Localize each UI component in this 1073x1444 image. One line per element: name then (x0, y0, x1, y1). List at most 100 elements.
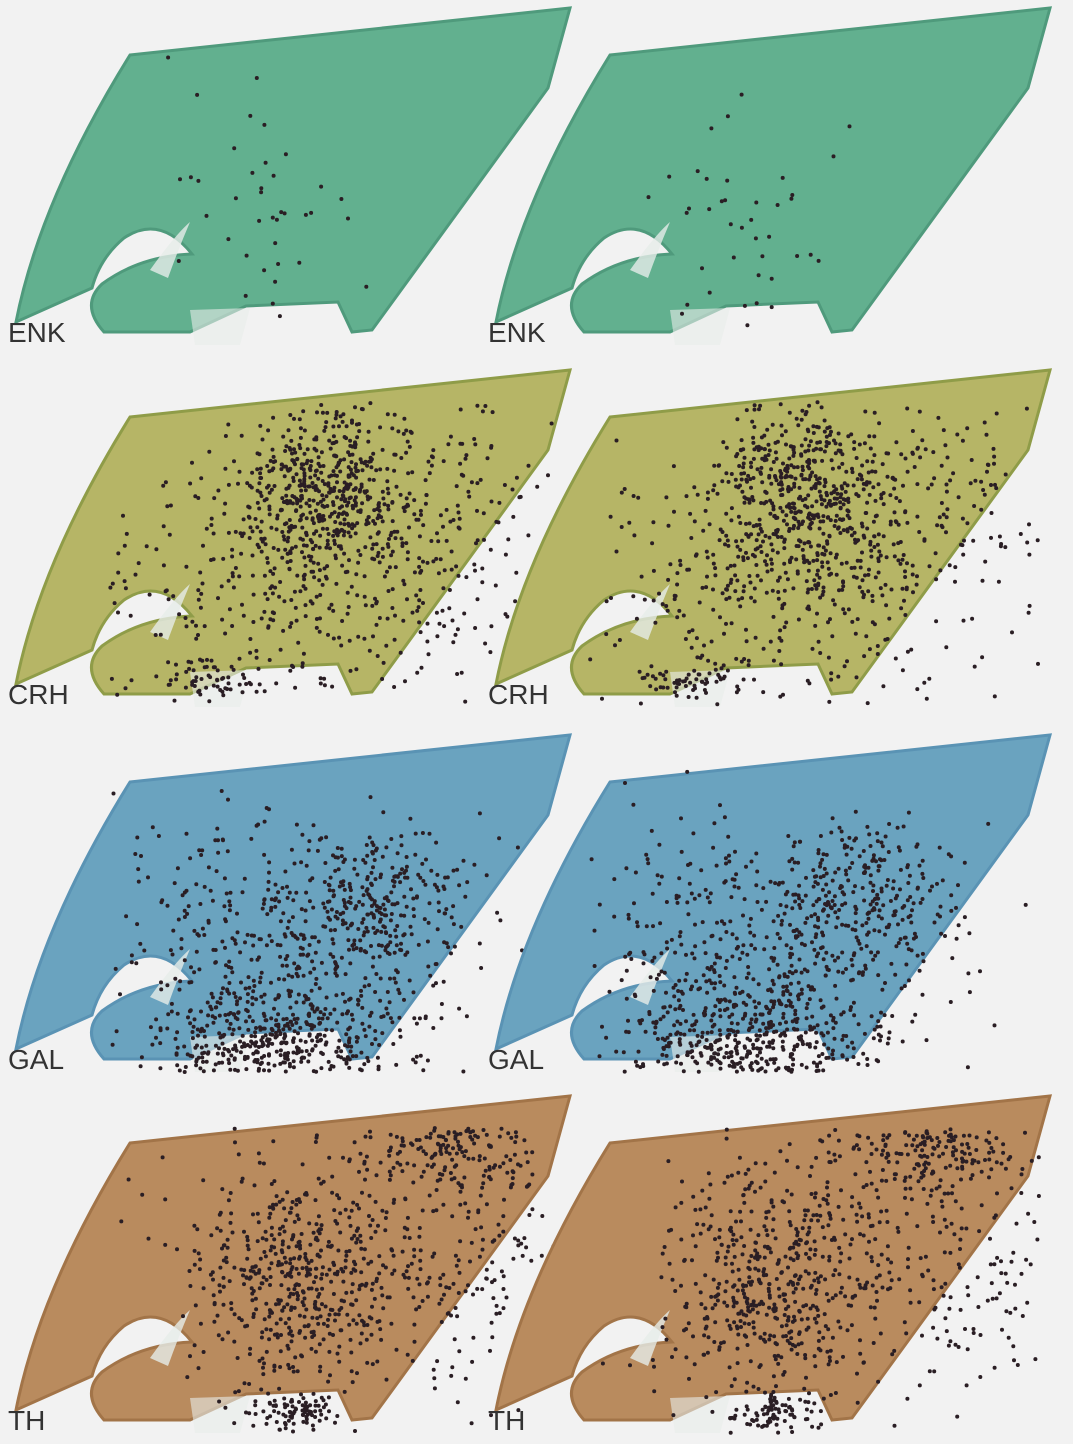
cell-dot (473, 569, 477, 573)
cell-dot (217, 1046, 221, 1050)
cell-dot (696, 1034, 700, 1038)
cell-dot (831, 816, 835, 820)
cell-dot (296, 1017, 300, 1021)
cell-dot (850, 963, 854, 967)
cell-dot (915, 515, 919, 519)
cell-dot (322, 1013, 326, 1017)
cell-dot (877, 929, 881, 933)
cell-dot (973, 665, 977, 669)
cell-dot (825, 853, 829, 857)
panel: ENK (8, 8, 570, 348)
cell-dot (717, 464, 721, 468)
cell-dot (661, 1037, 665, 1041)
cell-dot (352, 947, 356, 951)
cell-dot (846, 514, 850, 518)
cell-dot (646, 861, 650, 865)
cell-dot (257, 481, 261, 485)
cell-dot (310, 989, 314, 993)
cell-dot (464, 575, 468, 579)
cell-dot (754, 201, 758, 205)
cell-dot (945, 507, 949, 511)
cell-dot (837, 466, 841, 470)
cell-dot (316, 849, 320, 853)
cell-dot (217, 1400, 221, 1404)
cell-dot (295, 1213, 299, 1217)
cell-dot (980, 655, 984, 659)
cell-dot (226, 1331, 230, 1335)
cell-dot (487, 1165, 491, 1169)
cell-dot (272, 1365, 276, 1369)
cell-dot (314, 469, 318, 473)
cell-dot (309, 459, 313, 463)
cell-dot (862, 534, 866, 538)
cell-dot (252, 979, 256, 983)
cell-dot (724, 930, 728, 934)
cell-dot (776, 551, 780, 555)
cell-dot (176, 866, 180, 870)
cell-dot (259, 1038, 263, 1042)
cell-dot (369, 456, 373, 460)
cell-dot (339, 544, 343, 548)
cell-dot (790, 193, 794, 197)
cell-dot (300, 1049, 304, 1053)
cell-dot (351, 1303, 355, 1307)
cell-dot (227, 531, 231, 535)
cell-dot (272, 546, 276, 550)
cell-dot (816, 569, 820, 573)
cell-dot (774, 450, 778, 454)
cell-dot (298, 417, 302, 421)
cell-dot (319, 682, 323, 686)
cell-dot (399, 942, 403, 946)
cell-dot (730, 472, 734, 476)
cell-dot (201, 582, 205, 586)
cell-dot (747, 972, 751, 976)
cell-dot (656, 873, 660, 877)
cell-dot (340, 564, 344, 568)
cell-dot (664, 670, 668, 674)
cell-dot (386, 491, 390, 495)
cell-dot (863, 870, 867, 874)
cell-dot (792, 844, 796, 848)
cell-dot (384, 931, 388, 935)
cell-dot (770, 501, 774, 505)
cell-dot (864, 967, 868, 971)
cell-dot (253, 1034, 257, 1038)
cell-dot (292, 1370, 296, 1374)
cell-dot (833, 910, 837, 914)
cell-dot (705, 1046, 709, 1050)
cell-dot (815, 558, 819, 562)
cell-dot (316, 477, 320, 481)
cell-dot (384, 1216, 388, 1220)
cell-dot (779, 662, 783, 666)
cell-dot (807, 561, 811, 565)
cell-dot (908, 874, 912, 878)
cell-dot (943, 443, 947, 447)
cell-dot (781, 176, 785, 180)
cell-dot (198, 1258, 202, 1262)
cell-dot (600, 1025, 604, 1029)
cell-dot (757, 982, 761, 986)
cell-dot (339, 644, 343, 648)
cell-dot (813, 624, 817, 628)
cell-dot (283, 449, 287, 453)
cell-dot (244, 682, 248, 686)
cell-dot (261, 1372, 265, 1376)
cell-dot (464, 457, 468, 461)
cell-dot (676, 1054, 680, 1058)
cell-dot (715, 702, 719, 706)
cell-dot (365, 877, 369, 881)
cell-dot (402, 432, 406, 436)
cell-dot (903, 569, 907, 573)
cell-dot (665, 1054, 669, 1058)
cell-dot (243, 940, 247, 944)
cell-dot (238, 657, 242, 661)
cell-dot (363, 1178, 367, 1182)
cell-dot (176, 1046, 180, 1050)
cell-dot (203, 624, 207, 628)
cell-dot (790, 952, 794, 956)
cell-dot (992, 455, 996, 459)
cell-dot (400, 1143, 404, 1147)
panel: GAL (8, 735, 570, 1075)
cell-dot (354, 1241, 358, 1245)
cell-dot (864, 921, 868, 925)
